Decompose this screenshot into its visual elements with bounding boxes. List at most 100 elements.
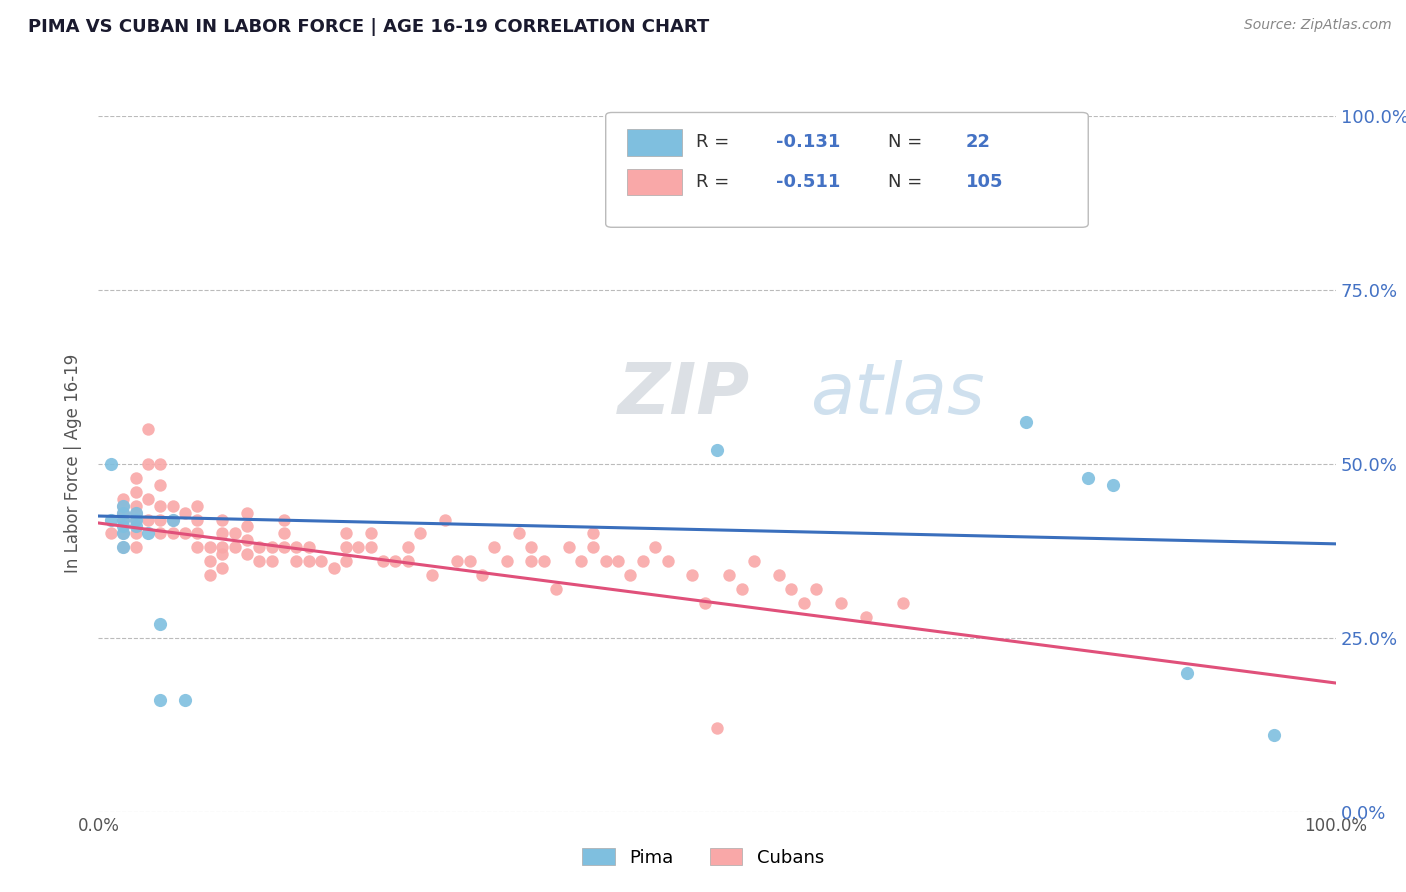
Point (162, 526, 184, 541)
Point (1077, 471, 1099, 485)
Point (112, 491, 135, 506)
Y-axis label: In Labor Force | Age 16-19: In Labor Force | Age 16-19 (65, 354, 83, 574)
Point (124, 512, 146, 526)
Point (236, 547, 259, 561)
Point (198, 541, 221, 555)
Point (582, 541, 605, 555)
Point (855, 610, 877, 624)
Point (124, 526, 146, 541)
Point (1015, 415, 1038, 429)
Text: R =: R = (696, 134, 735, 152)
Point (136, 526, 159, 541)
Point (731, 582, 754, 596)
Point (322, 561, 344, 575)
Point (458, 554, 481, 568)
Point (360, 526, 382, 541)
Point (247, 541, 270, 555)
Point (706, 721, 728, 735)
Text: ZIP: ZIP (619, 359, 751, 429)
Point (484, 541, 506, 555)
Point (830, 596, 852, 610)
Point (718, 568, 741, 582)
Point (149, 457, 172, 471)
Point (174, 693, 197, 707)
Point (149, 526, 172, 541)
FancyBboxPatch shape (606, 112, 1088, 227)
Point (124, 512, 146, 526)
Text: N =: N = (887, 134, 928, 152)
Point (100, 526, 122, 541)
Point (124, 519, 146, 533)
Point (162, 512, 184, 526)
Point (149, 693, 172, 707)
Point (409, 526, 432, 541)
Point (112, 506, 135, 520)
Point (124, 471, 146, 485)
Point (186, 512, 208, 526)
Point (309, 554, 332, 568)
Point (211, 541, 233, 555)
Point (247, 554, 270, 568)
Point (433, 512, 456, 526)
Point (1263, 728, 1285, 742)
Point (124, 541, 146, 555)
Point (174, 506, 197, 520)
Point (124, 484, 146, 499)
Text: atlas: atlas (810, 359, 984, 429)
Point (657, 554, 679, 568)
Point (793, 596, 815, 610)
Point (546, 582, 568, 596)
Point (112, 541, 135, 555)
Point (384, 554, 406, 568)
Text: -0.511: -0.511 (776, 173, 841, 191)
Point (495, 554, 517, 568)
Point (198, 554, 221, 568)
Point (136, 422, 159, 436)
Point (891, 596, 914, 610)
Point (520, 554, 543, 568)
Point (335, 526, 357, 541)
Point (224, 526, 246, 541)
Point (162, 512, 184, 526)
Point (693, 596, 716, 610)
Point (124, 506, 146, 520)
Point (211, 547, 233, 561)
Point (298, 541, 321, 555)
Point (582, 526, 605, 541)
Point (557, 541, 579, 555)
Point (396, 541, 419, 555)
Point (211, 512, 233, 526)
Point (595, 554, 617, 568)
Point (644, 541, 666, 555)
Text: 22: 22 (966, 134, 991, 152)
Point (211, 561, 233, 575)
Point (371, 554, 394, 568)
Point (198, 568, 221, 582)
Point (236, 533, 259, 548)
Point (112, 512, 135, 526)
Point (273, 541, 295, 555)
Point (607, 554, 630, 568)
Point (112, 499, 135, 513)
Point (186, 499, 208, 513)
Text: R =: R = (696, 173, 735, 191)
Point (360, 541, 382, 555)
Bar (627, 129, 682, 155)
Point (569, 554, 592, 568)
Point (211, 526, 233, 541)
Point (619, 568, 641, 582)
Point (768, 568, 790, 582)
Point (335, 554, 357, 568)
Point (335, 541, 357, 555)
Point (112, 499, 135, 513)
Point (471, 568, 494, 582)
Point (533, 554, 555, 568)
Text: Source: ZipAtlas.com: Source: ZipAtlas.com (1244, 18, 1392, 32)
Text: PIMA VS CUBAN IN LABOR FORCE | AGE 16-19 CORRELATION CHART: PIMA VS CUBAN IN LABOR FORCE | AGE 16-19… (28, 18, 710, 36)
Point (681, 568, 703, 582)
Point (804, 582, 827, 596)
Point (186, 541, 208, 555)
Point (520, 541, 543, 555)
Point (285, 541, 308, 555)
Point (174, 526, 197, 541)
